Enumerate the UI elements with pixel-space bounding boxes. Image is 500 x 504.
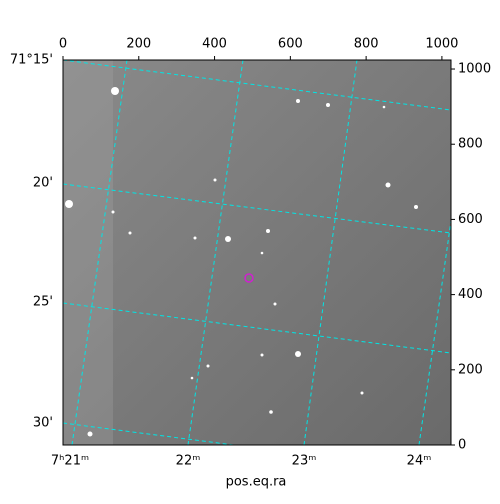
- x-axis-label: pos.eq.ra: [226, 475, 287, 490]
- wcs-grid: [63, 60, 451, 445]
- y-tick-label: 0: [458, 438, 466, 453]
- y-tick-label: 200: [458, 362, 483, 377]
- x-tick-label: 0: [59, 37, 67, 52]
- y-tick-label: 400: [458, 287, 483, 302]
- ra-tick-label: 22ᵐ: [176, 454, 201, 469]
- x-tick-label: 600: [278, 37, 303, 52]
- ra-tick-label: 23ᵐ: [292, 454, 317, 469]
- y-tick-label: 1000: [458, 62, 491, 77]
- dec-tick-label: 20': [33, 176, 53, 191]
- x-tick-label: 1000: [425, 37, 458, 52]
- dec-tick-label: 30': [33, 416, 53, 431]
- dec-tick-label: 25': [33, 295, 53, 310]
- x-tick-label: 800: [354, 37, 379, 52]
- dec-tick-label: 71°15': [10, 53, 53, 68]
- ra-tick-label: 24ᵐ: [407, 454, 432, 469]
- x-tick-label: 200: [126, 37, 151, 52]
- frame: [62, 59, 452, 446]
- sky-image: [63, 60, 451, 445]
- y-tick-label: 600: [458, 212, 483, 227]
- y-tick-label: 800: [458, 137, 483, 152]
- ra-tick-label: 7ʰ21ᵐ: [51, 454, 89, 469]
- x-tick-label: 400: [202, 37, 227, 52]
